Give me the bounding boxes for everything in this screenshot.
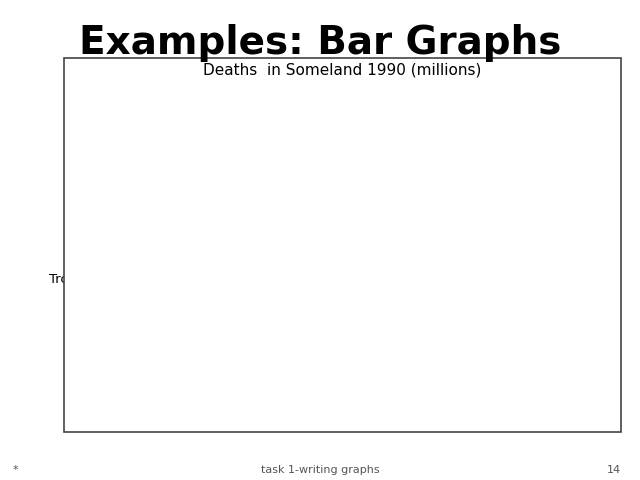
Bar [173, 213, 282, 239]
Bar [173, 317, 195, 343]
Text: 14: 14 [607, 465, 621, 475]
Text: Examples: Bar Graphs: Examples: Bar Graphs [79, 24, 561, 62]
Bar [173, 161, 260, 187]
Bar [173, 109, 564, 135]
Bar [173, 265, 238, 291]
Text: task 1-writing graphs: task 1-writing graphs [260, 465, 380, 475]
Text: Deaths  in Someland 1990 (millions): Deaths in Someland 1990 (millions) [204, 62, 481, 77]
Bar [173, 369, 216, 395]
Text: *: * [13, 465, 19, 475]
